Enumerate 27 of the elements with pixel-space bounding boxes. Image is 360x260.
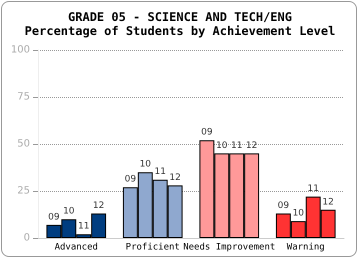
text: 10 xyxy=(216,140,228,151)
series-label: 10 xyxy=(63,206,75,217)
text: 12 xyxy=(322,197,334,208)
x-tick-label: Advanced xyxy=(54,242,98,252)
y-tick-label: 75 xyxy=(17,92,30,102)
series-label: 11 xyxy=(78,222,90,232)
text: 12 xyxy=(246,140,258,151)
text: 09 xyxy=(278,201,290,212)
text: 09 xyxy=(201,128,213,138)
text: 10 xyxy=(140,160,152,170)
x-tick-label: Needs Improvement xyxy=(183,242,276,252)
y-tick-label: 100 xyxy=(10,44,30,56)
text: 12 xyxy=(169,172,181,183)
text: 11 xyxy=(154,167,166,178)
series-label: 12 xyxy=(92,201,104,212)
x-tick-label: Proficient xyxy=(126,242,180,252)
series-label: 09 xyxy=(48,212,60,222)
chart-subtitle: Percentage of Students by Achievement Level xyxy=(24,24,336,38)
chart-title: GRADE 05 - SCIENCE AND TECH/ENG xyxy=(68,10,292,24)
y-tick-label: 50 xyxy=(17,138,30,150)
text: 10 xyxy=(292,208,304,219)
y-tick-label: 25 xyxy=(17,186,30,196)
x-tick-label: Warning xyxy=(286,242,325,252)
text: 09 xyxy=(124,174,136,185)
text: 11 xyxy=(230,140,242,151)
y-tick-label: 0 xyxy=(24,232,30,244)
text: 11 xyxy=(307,184,319,194)
